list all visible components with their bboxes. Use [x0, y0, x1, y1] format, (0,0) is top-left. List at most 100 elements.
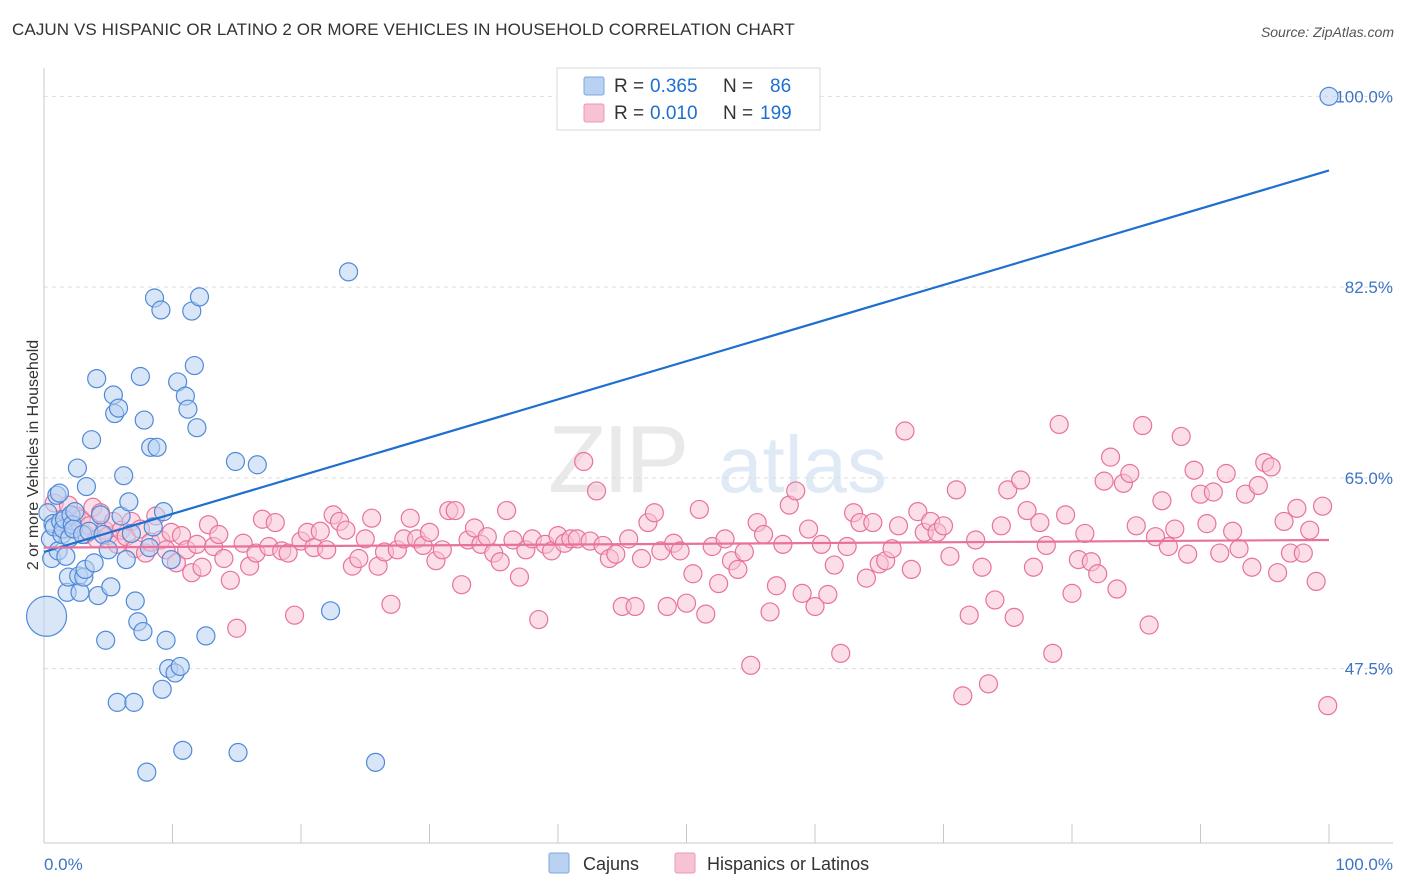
hispanics-point [445, 500, 465, 521]
hispanics-point [940, 546, 960, 566]
cajuns-point [87, 369, 107, 389]
stats-n-label: N = [723, 103, 758, 124]
hispanics-point [490, 552, 510, 572]
hispanics-point [888, 516, 909, 536]
cajuns-point [107, 692, 127, 712]
cajuns-point [161, 549, 181, 570]
cajuns-point [147, 437, 167, 457]
stats-legend: R = 0.365 N = 86 R = 0.010 N = 199 [556, 67, 821, 131]
hispanics-point [278, 543, 298, 563]
hispanics-point [972, 557, 992, 577]
hispanics-point [657, 596, 677, 617]
cajuns-point [116, 549, 136, 570]
hispanics-point [1223, 521, 1243, 541]
hispanics-point [882, 539, 902, 559]
hispanics-point [220, 570, 240, 590]
cajuns-point [228, 742, 248, 763]
hispanics-point [381, 594, 401, 614]
hispanics-point [1184, 460, 1204, 480]
cajuns-point [187, 418, 207, 438]
axes [43, 68, 1393, 844]
hispanics-point [284, 605, 305, 625]
hispanics-point [985, 590, 1005, 610]
hispanics-point [1100, 447, 1121, 467]
hispanics-point [728, 559, 748, 580]
hispanics-point [831, 643, 851, 663]
x-tick-label-max: 100.0% [1335, 855, 1393, 874]
hispanics-point [349, 548, 369, 569]
stats-r-label: R = [614, 76, 649, 97]
cajuns-point [81, 430, 102, 450]
cajuns-point [125, 591, 145, 611]
hispanics-point [670, 541, 690, 561]
cajuns-point [114, 466, 134, 486]
hispanics-point [1030, 512, 1050, 533]
cajuns-point [196, 626, 216, 646]
cajuns-point [1319, 86, 1339, 106]
hispanics-point [1171, 426, 1191, 447]
cajuns-point [65, 502, 85, 522]
stats-swatch-hispanics [583, 103, 605, 123]
hispanics-point [1010, 470, 1031, 490]
hispanics-point [265, 512, 285, 533]
hispanics-point [1210, 543, 1230, 563]
hispanics-point [1267, 563, 1288, 583]
cajuns-point [137, 762, 157, 782]
hispanics-point [233, 533, 253, 553]
hispanics-point [811, 534, 832, 554]
cajuns-point [152, 679, 172, 699]
hispanics-point [355, 529, 375, 549]
hispanics-point [644, 503, 664, 523]
cajuns-point [134, 410, 154, 430]
cajuns-point [189, 287, 210, 307]
cajuns-point [90, 505, 111, 525]
hispanics-point [631, 548, 652, 569]
hispanics-point [336, 520, 356, 540]
hispanics-point [901, 559, 921, 580]
hispanics-point [1017, 500, 1037, 521]
hispanics-point [1229, 539, 1249, 559]
hispanics-point [1023, 557, 1044, 577]
hispanics-point [1216, 463, 1236, 484]
legend-swatch-hispanics [674, 852, 696, 874]
chart-title: CAJUN VS HISPANIC OR LATINO 2 OR MORE VE… [12, 20, 795, 39]
hispanics-point [1088, 564, 1108, 584]
cajuns-point [98, 540, 118, 560]
hispanics-point [824, 555, 844, 575]
hispanics-point [1300, 520, 1320, 540]
cajuns-point [247, 455, 267, 475]
hispanics-point [574, 451, 594, 472]
trend-lines [43, 169, 1330, 554]
hispanics-point [452, 575, 472, 595]
hispanics-point [187, 534, 207, 554]
hispanics-point [908, 502, 928, 522]
hispanics-point [586, 481, 607, 501]
stats-r-value: 0.010 [650, 103, 698, 124]
hispanics-point [1178, 544, 1198, 564]
hispanics-point [400, 508, 420, 528]
hispanics-point [362, 508, 382, 528]
hispanics-point [1248, 475, 1268, 496]
hispanics-point [1043, 643, 1063, 663]
hispanics-point [805, 596, 825, 617]
y-tick-label: 82.5% [1345, 278, 1393, 297]
hispanics-point [1062, 583, 1082, 603]
legend-label-hispanics: Hispanics or Latinos [707, 854, 869, 874]
stats-r-label: R = [614, 103, 649, 124]
stats-row-hispanics: R = 0.010 N = 199 [614, 103, 792, 124]
stats-n-value: 86 [770, 76, 791, 97]
hispanics-point [1306, 571, 1326, 592]
hispanics-point [432, 540, 452, 560]
hispanics-point [1055, 505, 1076, 525]
hispanics-point [1094, 471, 1114, 491]
hispanics-point [709, 573, 729, 594]
hispanics-point [477, 527, 497, 547]
hispanics-trend-line [43, 538, 1330, 549]
hispanics-point [1203, 482, 1223, 502]
hispanics-point [676, 593, 697, 613]
hispanics-point [1139, 615, 1159, 635]
cajuns-trend-line [43, 169, 1330, 554]
hispanics-point [946, 480, 966, 500]
cajuns-point [56, 546, 76, 566]
